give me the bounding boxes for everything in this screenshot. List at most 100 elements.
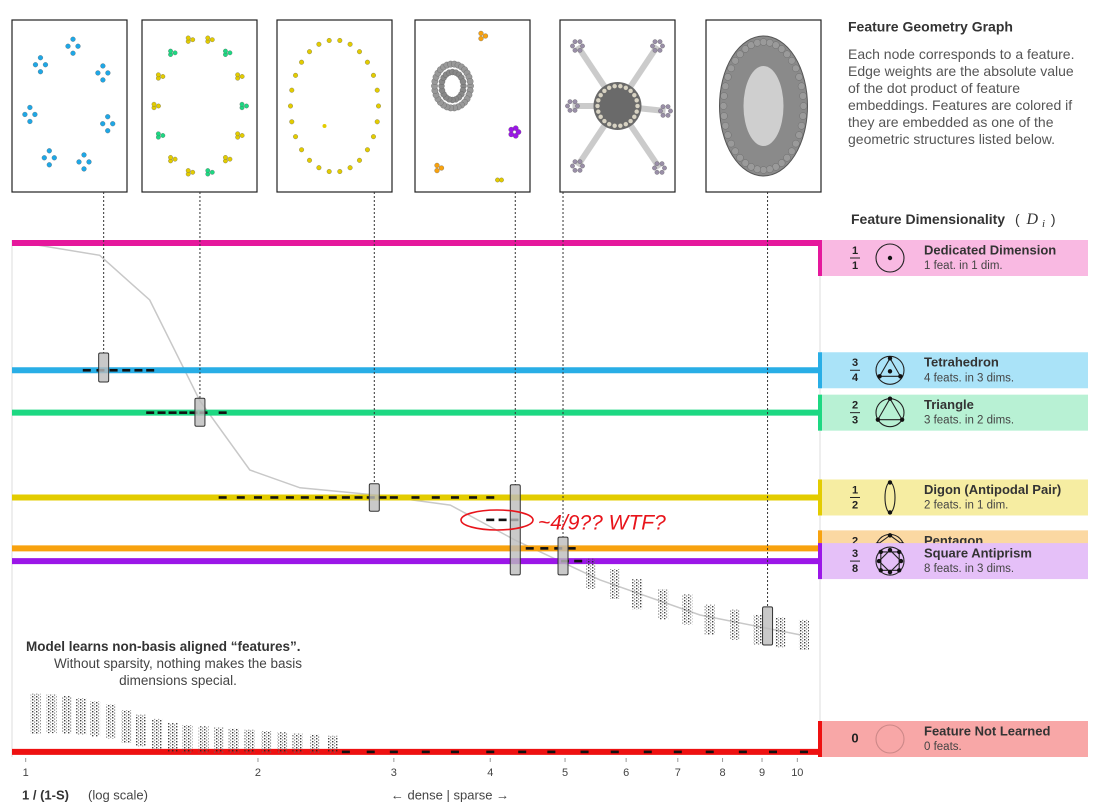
node: [759, 38, 768, 46]
icon-dot: [887, 569, 893, 575]
fraction-denominator: 4: [852, 372, 859, 384]
node: [795, 73, 803, 81]
node: [617, 123, 623, 129]
node: [575, 103, 580, 109]
node: [27, 104, 33, 111]
node: [660, 112, 666, 118]
icon-dot: [887, 369, 893, 374]
point-cloud: [198, 726, 209, 753]
point: [157, 411, 166, 414]
node: [70, 36, 76, 42]
node: [799, 92, 807, 100]
icon-dot: [887, 396, 893, 401]
level-name: Tetrahedron: [924, 355, 999, 370]
node: [654, 161, 660, 167]
node: [628, 118, 634, 124]
annotation-text: Without sparsity, nothing makes the basi…: [53, 656, 303, 688]
thumbnail-frame: [276, 19, 393, 193]
point: [525, 547, 534, 550]
node: [364, 147, 370, 153]
node: [623, 121, 629, 127]
node: [100, 77, 106, 83]
node: [110, 121, 116, 127]
node: [27, 118, 33, 125]
node: [209, 37, 215, 43]
level-description: 3 feats. in 2 dims.: [924, 415, 1014, 427]
node: [156, 103, 161, 109]
node: [316, 41, 322, 47]
node: [595, 97, 601, 103]
icon-dot: [899, 417, 905, 422]
point: [179, 411, 188, 414]
node: [185, 35, 191, 41]
point: [378, 496, 387, 499]
point-cloud: [292, 733, 303, 753]
annotation: Model learns non-basis aligned “features…: [26, 638, 330, 689]
point-cloud: [729, 609, 740, 640]
node: [623, 85, 629, 91]
node: [652, 165, 657, 171]
node: [766, 39, 774, 47]
node: [772, 41, 780, 49]
point-cloud: [753, 614, 764, 645]
snapshot-marker: [762, 606, 774, 646]
point: [498, 518, 507, 522]
node: [654, 169, 660, 175]
level-name: Square Antiprism: [924, 546, 1032, 561]
node: [508, 131, 515, 138]
point: [411, 496, 420, 499]
point-cloud: [327, 735, 338, 753]
node: [289, 119, 295, 125]
node: [799, 112, 807, 120]
point-cloud: [213, 727, 224, 753]
point: [574, 559, 583, 563]
node: [665, 104, 671, 110]
point-cloud: [775, 617, 786, 648]
node: [495, 177, 500, 183]
level-description: 1 feat. in 1 dim.: [924, 260, 1003, 272]
node: [601, 88, 607, 94]
node: [570, 163, 575, 169]
node: [434, 168, 440, 174]
node: [662, 165, 667, 171]
point-cloud: [658, 589, 669, 620]
fraction-numerator: 0: [851, 730, 858, 745]
node: [499, 177, 504, 183]
point: [122, 368, 131, 372]
icon-circle: [875, 546, 905, 576]
point: [567, 547, 576, 550]
node: [628, 88, 634, 94]
node: [515, 129, 522, 135]
node: [209, 169, 215, 175]
node: [792, 64, 800, 73]
node: [482, 33, 489, 39]
node: [105, 70, 111, 76]
node: [288, 103, 293, 109]
point: [486, 496, 495, 499]
icon-shape: [876, 397, 904, 421]
node: [364, 59, 370, 65]
node: [160, 74, 166, 79]
point-cloud: [135, 714, 146, 747]
node: [374, 87, 380, 93]
node: [205, 35, 211, 41]
node: [606, 121, 612, 127]
thumbnail: [705, 19, 822, 193]
point-cloud: [61, 695, 72, 734]
handwritten-circle: [460, 509, 534, 531]
node: [572, 39, 578, 45]
node: [766, 165, 774, 173]
node: [81, 152, 87, 158]
point-cloud: [182, 725, 193, 753]
level-name: Dedicated Dimension: [924, 242, 1056, 257]
node: [657, 47, 663, 53]
node: [105, 114, 111, 120]
node: [235, 131, 240, 137]
node: [371, 134, 376, 140]
node: [598, 92, 604, 98]
node: [223, 48, 228, 54]
node: [374, 119, 380, 125]
legend-box: [820, 543, 1088, 580]
node: [572, 47, 578, 53]
